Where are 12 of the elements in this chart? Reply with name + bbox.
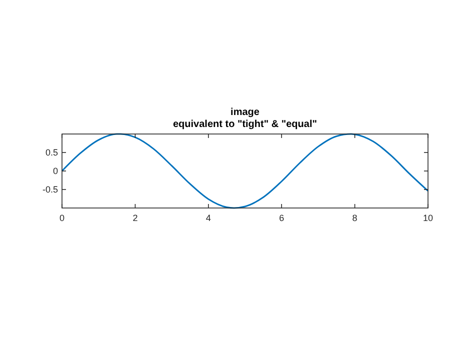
line-series bbox=[61, 133, 429, 209]
y-tick-label: 0.5 bbox=[45, 148, 58, 158]
x-tick-label: 4 bbox=[206, 213, 211, 223]
y-tick-label: 0 bbox=[52, 166, 58, 176]
x-tick-label: 8 bbox=[352, 213, 358, 223]
x-tick-label: 2 bbox=[132, 213, 138, 223]
chart-subtitle: equivalent to "tight" & "equal" bbox=[173, 119, 318, 130]
x-tick-label: 10 bbox=[422, 213, 434, 223]
x-tick-label: 0 bbox=[59, 213, 65, 223]
y-tick-label: -0.5 bbox=[42, 184, 58, 194]
chart-title: image bbox=[230, 107, 260, 118]
x-tick-label: 6 bbox=[279, 213, 284, 223]
